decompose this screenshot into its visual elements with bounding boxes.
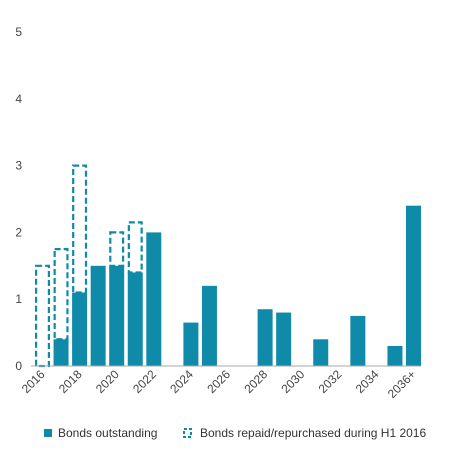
bar-bonds-outstanding-2024 (183, 322, 199, 366)
x-tick-label: 2028 (241, 367, 270, 396)
bar-bonds-outstanding-2031 (313, 339, 329, 366)
bar-bonds-outstanding-2028 (257, 309, 273, 366)
bar-bonds-repaid-2017 (53, 248, 69, 341)
x-tick-label: 2024 (167, 367, 196, 396)
bar-bonds-outstanding-2018 (72, 292, 88, 366)
x-axis: 2016 2018 2020 2022 2024 2026 2028 2030 2032 2034… (19, 367, 419, 401)
x-tick-label: 2034 (353, 367, 382, 396)
y-axis: 0 1 2 3 4 5 (15, 25, 22, 373)
y-tick-label: 4 (15, 92, 22, 106)
bar-bonds-outstanding-2036plus (406, 205, 421, 366)
x-tick-label: 2022 (130, 367, 159, 396)
legend-swatch-bonds-repaid (183, 428, 192, 438)
bar-bonds-outstanding-2022 (146, 232, 162, 366)
y-tick-label: 1 (15, 292, 22, 306)
bar-bonds-outstanding-2033 (350, 315, 366, 366)
bar-bonds-repaid-2016 (34, 264, 50, 368)
legend-swatch-bonds-outstanding (44, 429, 52, 437)
bar-bonds-outstanding-2021 (127, 272, 143, 366)
x-tick-label: 2036+ (385, 367, 419, 401)
x-tick-label: 2030 (279, 367, 308, 396)
y-tick-label: 5 (15, 25, 22, 39)
x-tick-label: 2020 (93, 367, 122, 396)
bar-bonds-outstanding-2017 (53, 339, 69, 366)
bar-bonds-outstanding-2029 (276, 312, 292, 366)
y-tick-label: 0 (15, 359, 22, 373)
bar-bonds-outstanding-2035 (387, 345, 403, 366)
y-tick-label: 3 (15, 159, 22, 173)
legend-label-bonds-repaid: Bonds repaid/repurchased during H1 2016 (200, 426, 426, 440)
bar-bonds-outstanding-2019 (90, 265, 106, 366)
bar-bonds-repaid-2020 (109, 231, 125, 267)
y-tick-label: 2 (15, 225, 22, 239)
bar-bonds-outstanding-2020 (109, 265, 125, 366)
bar-bonds-repaid-2021 (127, 221, 143, 274)
x-tick-label: 2032 (316, 367, 345, 396)
bar-bonds-repaid-2018 (72, 164, 88, 294)
x-tick-label: 2016 (19, 367, 48, 396)
bars (34, 164, 421, 368)
legend-label-bonds-outstanding: Bonds outstanding (58, 426, 157, 440)
x-tick-label: 2026 (204, 367, 233, 396)
bar-bonds-outstanding-2025 (201, 285, 217, 366)
legend: Bonds outstanding Bonds repaid/repurchase… (44, 426, 426, 440)
x-tick-label: 2018 (56, 367, 85, 396)
